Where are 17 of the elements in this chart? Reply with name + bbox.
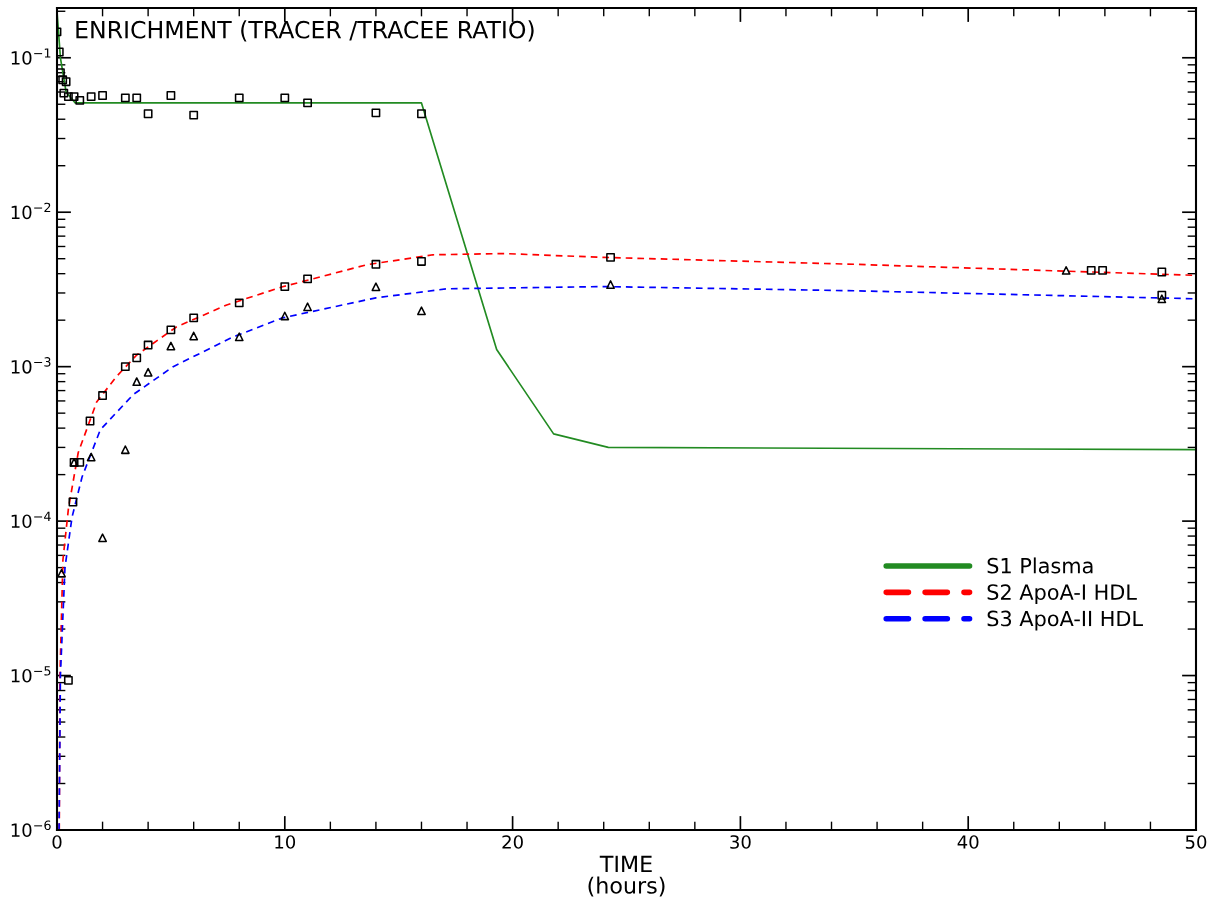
- legend-label: S2 ApoA-I HDL: [987, 584, 1137, 604]
- y-tick-label: 10$^{−4}$: [11, 511, 51, 529]
- legend-label: S1 Plasma: [987, 557, 1093, 574]
- y-tick-label: 10$^{−6}$: [11, 820, 51, 837]
- x-tick-label: 10: [275, 835, 296, 849]
- x-tick-label: 0: [52, 835, 62, 849]
- x-tick-label: 20: [502, 835, 523, 849]
- legend-label: S3 ApoA-II HDL: [987, 610, 1143, 631]
- x-tick-label: 50: [1185, 835, 1207, 849]
- y-tick-label: 10$^{−3}$: [11, 357, 51, 374]
- y-tick-label: 10$^{−1}$: [11, 48, 51, 65]
- y-tick-label: 10$^{−5}$: [11, 666, 51, 683]
- x-tick-label: 30: [730, 835, 751, 849]
- x-tick-label: 40: [957, 835, 979, 849]
- y-tick-label: 10$^{−2}$: [11, 202, 51, 220]
- x-axis-title: TIME (hours): [588, 855, 665, 897]
- chart-title: ENRICHMENT (TRACER /TRACEE RATIO): [76, 20, 534, 42]
